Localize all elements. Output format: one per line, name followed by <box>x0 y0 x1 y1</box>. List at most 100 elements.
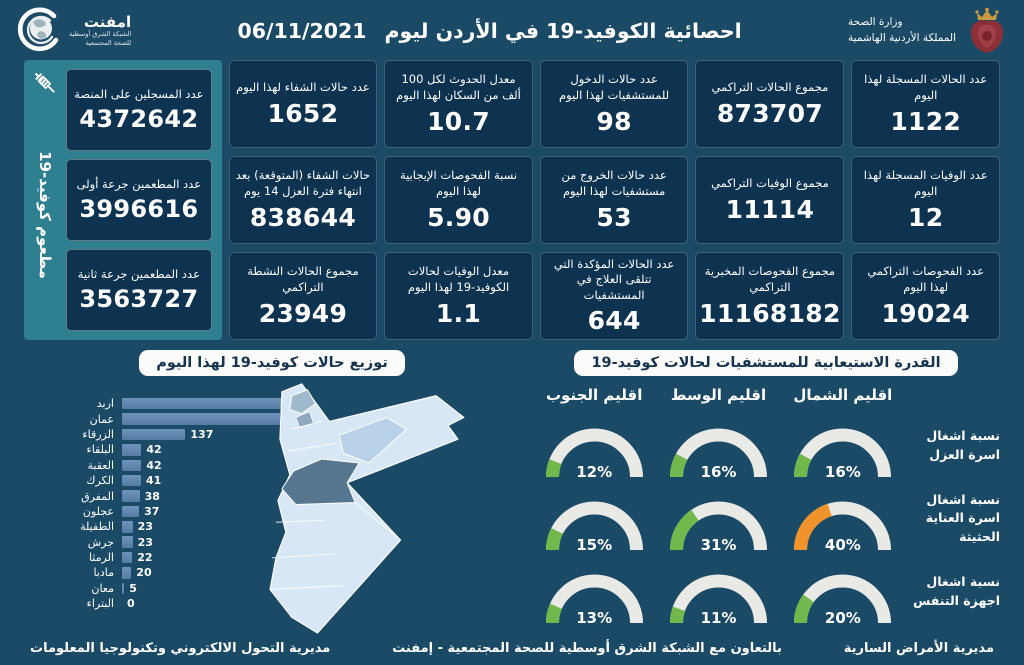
bar-row: جرش 23 <box>66 535 366 550</box>
emphnet-sub2: للصحة المجتمعية <box>85 39 132 48</box>
region-header: اقليم الجنوب <box>545 386 643 404</box>
bar-value-label: 37 <box>144 504 160 518</box>
stat-card: عدد حالات الشفاء لهذا اليوم 1652 <box>228 60 378 148</box>
bar-category-label: عجلون <box>82 504 114 518</box>
emphnet-name: امفنت <box>83 12 132 31</box>
map-internal-borders <box>270 420 401 591</box>
bar-fill <box>122 551 133 564</box>
bar-value-label: 23 <box>137 535 153 549</box>
bar-row: البلقاء 42 <box>66 442 366 457</box>
gauges-title: القدرة الاستيعابية للمستشفيات لحالات كوف… <box>574 350 958 376</box>
bar-category-label: المفرق <box>81 489 114 503</box>
bar-row: البتراء 0 <box>66 596 366 611</box>
page-title-text: احصائية الكوفيد-19 في الأردن ليوم <box>384 19 742 43</box>
gauge: 16% <box>790 422 895 482</box>
gauge-grid: اقليم الشمال اقليم الوسط اقليم الجنوب نسبة … <box>532 382 1000 628</box>
bar-fill <box>122 397 284 410</box>
distribution-panel: توزيع حالات كوفيد-19 لهذا اليوم اربد350ع… <box>24 350 520 638</box>
gauge-arc <box>670 574 768 624</box>
vaccination-card: عدد المطعمين جرعة أولى 3996616 <box>66 159 212 241</box>
gauge-cell: 11% <box>656 555 780 628</box>
gauge-arc <box>794 501 892 551</box>
stat-label: عدد المطعمين جرعة أولى <box>76 176 202 191</box>
bar-row: الطفيلة 23 <box>66 519 366 534</box>
stat-column-registered: عدد الحالات المسجلة لهذا اليوم 1122 عدد … <box>851 60 1000 340</box>
bottom-section: القدرة الاستيعابية للمستشفيات لحالات كوف… <box>0 350 1024 638</box>
jordan-coat-of-arms-icon <box>970 7 1004 53</box>
gauge: 11% <box>666 568 771 628</box>
stat-value: 11114 <box>725 194 815 224</box>
stat-value: 4372642 <box>79 105 199 134</box>
gauge-percent: 16% <box>824 463 861 481</box>
gauge: 12% <box>542 422 647 482</box>
bar-category-label: الزرقاء <box>82 427 114 441</box>
stat-card: عدد حالات الدخول للمستشفيات لهذا اليوم 9… <box>539 60 689 148</box>
stat-label: عدد الحالات المسجلة لهذا اليوم <box>864 72 988 102</box>
footer-right: مديرية الأمراض السارية <box>843 641 994 656</box>
stat-value: 11168182 <box>699 298 841 328</box>
bar-value-label: 5 <box>129 581 137 595</box>
gauge: 15% <box>542 495 647 555</box>
bar-fill <box>122 428 186 441</box>
bar-row: مادبا 20 <box>66 565 366 580</box>
bar-value-label: 23 <box>137 520 153 534</box>
gauge: 31% <box>666 495 771 555</box>
bar-row: المفرق 38 <box>66 488 366 503</box>
gauge-percent: 40% <box>824 536 861 554</box>
bar-row: الزرقاء 137 <box>66 427 366 442</box>
gauge-arc <box>545 428 643 478</box>
stat-card: حالات الشفاء (المتوقعة) بعد انتهاء فترة … <box>228 156 378 244</box>
ministry-text: وزارة الصحة المملكة الأردنية الهاشمية <box>848 15 956 47</box>
bar-fill <box>122 521 133 533</box>
ministry-branding: وزارة الصحة المملكة الأردنية الهاشمية <box>848 7 1010 55</box>
bar-fill <box>122 582 125 595</box>
stat-label: مجموع الحالات النشطة التراكمي <box>247 264 359 294</box>
map-region-irbid <box>289 389 317 415</box>
bar-category-label: البتراء <box>86 597 114 611</box>
stat-card: مجموع الحالات التراكمي 873707 <box>695 60 845 148</box>
vaccination-side-strip: مطعوم كوفيد-19 <box>27 68 63 332</box>
stat-value: 19024 <box>881 298 970 328</box>
stat-value: 1.1 <box>435 298 482 328</box>
bar-category-label: الرمثا <box>88 551 114 565</box>
gauge-cell: 15% <box>532 482 656 555</box>
stat-label: عدد حالات الدخول للمستشفيات لهذا اليوم <box>559 72 670 102</box>
syringe-icon <box>34 72 55 93</box>
bar-value-label: 22 <box>137 551 153 565</box>
gauge-cell: 13% <box>532 555 656 628</box>
gauge-header-spacer <box>905 382 1000 409</box>
gauge: 20% <box>790 568 895 628</box>
bar-chart-title: توزيع حالات كوفيد-19 لهذا اليوم <box>139 350 405 376</box>
gauge-cell: 40% <box>781 482 905 555</box>
stat-value: 1122 <box>890 106 962 136</box>
bar-fill <box>122 444 142 456</box>
bar-fill <box>122 474 141 487</box>
gauge: 40% <box>790 495 895 555</box>
gauge: 16% <box>666 422 771 482</box>
page-title: احصائية الكوفيد-19 في الأردن ليوم 06/11/… <box>237 19 741 43</box>
bar-category-label: الطفيلة <box>80 520 114 534</box>
bar-category-label: مادبا <box>93 566 114 580</box>
gauge-row-label: نسبة اشغال اجهزة التنفس <box>913 574 1000 608</box>
stat-value: 23949 <box>258 298 348 328</box>
stat-column-rates: معدل الحدوث لكل 100 ألف من السكان لهذا ا… <box>384 60 533 340</box>
emphnet-branding: امفنت الشبكة الشرق أوسطية للصحة المجتمعي… <box>14 7 131 55</box>
bar-value-label: 42 <box>146 443 162 457</box>
map-region-amman <box>281 458 360 506</box>
bar-category-label: اربد <box>96 397 114 411</box>
gauge-percent: 11% <box>700 609 737 627</box>
ministry-line2: المملكة الأردنية الهاشمية <box>847 32 956 44</box>
stat-label: حالات الشفاء (المتوقعة) بعد انتهاء فترة … <box>235 168 371 198</box>
stat-label: عدد الحالات المؤكدة التي تتلقى العلاج في… <box>553 256 675 302</box>
vaccination-panel: مطعوم كوفيد-19 عدد المسجلين على المنصة 4… <box>24 60 222 340</box>
bar-fill <box>122 567 132 579</box>
stat-value: 3996616 <box>79 195 199 224</box>
stat-card: معدل الحدوث لكل 100 ألف من السكان لهذا ا… <box>384 60 533 148</box>
emphnet-sub1: الشبكة الشرق أوسطية <box>69 30 132 39</box>
bar-value-label: 42 <box>146 458 162 472</box>
stat-label: عدد حالات الخروج من مستشفيات لهذا اليوم <box>561 168 667 198</box>
gauge-cell: 16% <box>781 409 905 482</box>
gauge-arc <box>545 574 643 624</box>
stat-card: عدد حالات الخروج من مستشفيات لهذا اليوم … <box>539 156 689 244</box>
